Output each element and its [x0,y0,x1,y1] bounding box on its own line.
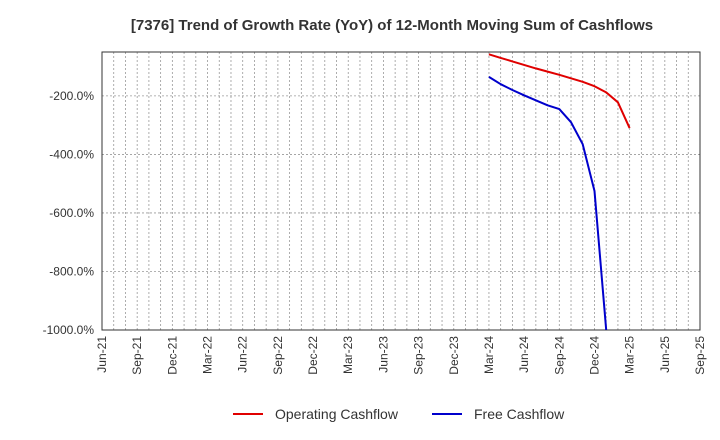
x-tick-label: Dec-24 [587,336,601,375]
chart-title: [7376] Trend of Growth Rate (YoY) of 12-… [131,17,653,34]
legend-label-operating-cashflow: Operating Cashflow [275,406,399,422]
y-tick-label: -600.0% [49,206,94,220]
y-tick-label: -800.0% [49,264,94,278]
x-tick-label: Jun-24 [517,336,531,373]
x-tick-label: Mar-23 [341,336,355,374]
series-line-operating-cashflow [488,53,631,129]
series-line-free-cashflow [488,76,608,330]
grid [102,52,700,331]
x-tick-label: Sep-25 [693,336,707,375]
y-axis: -200.0% -400.0% -600.0% -800.0% -1000.0% [43,89,95,337]
x-axis: Jun-21 Sep-21 Dec-21 Mar-22 Jun-22 Sep-22 Dec-… [95,336,707,375]
x-tick-label: Dec-23 [447,336,461,375]
legend: Operating Cashflow Free Cashflow [233,406,565,422]
x-tick-label: Mar-24 [482,336,496,374]
x-tick-label: Mar-25 [623,336,637,374]
x-tick-label: Sep-22 [271,336,285,375]
x-tick-label: Jun-23 [376,336,390,373]
y-tick-label: -1000.0% [43,323,95,337]
x-tick-label: Sep-21 [130,336,144,375]
x-tick-label: Jun-25 [658,336,672,373]
y-tick-label: -400.0% [49,147,94,161]
series-lines [488,53,631,330]
x-tick-label: Dec-22 [306,336,320,375]
x-tick-label: Jun-21 [95,336,109,373]
x-tick-label: Jun-22 [236,336,250,373]
legend-label-free-cashflow: Free Cashflow [474,406,565,422]
x-tick-label: Mar-22 [201,336,215,374]
plot-frame [101,51,701,331]
x-tick-label: Sep-24 [552,336,566,375]
y-tick-label: -200.0% [49,89,94,103]
x-tick-label: Dec-21 [165,336,179,375]
x-tick-label: Sep-23 [412,336,426,375]
